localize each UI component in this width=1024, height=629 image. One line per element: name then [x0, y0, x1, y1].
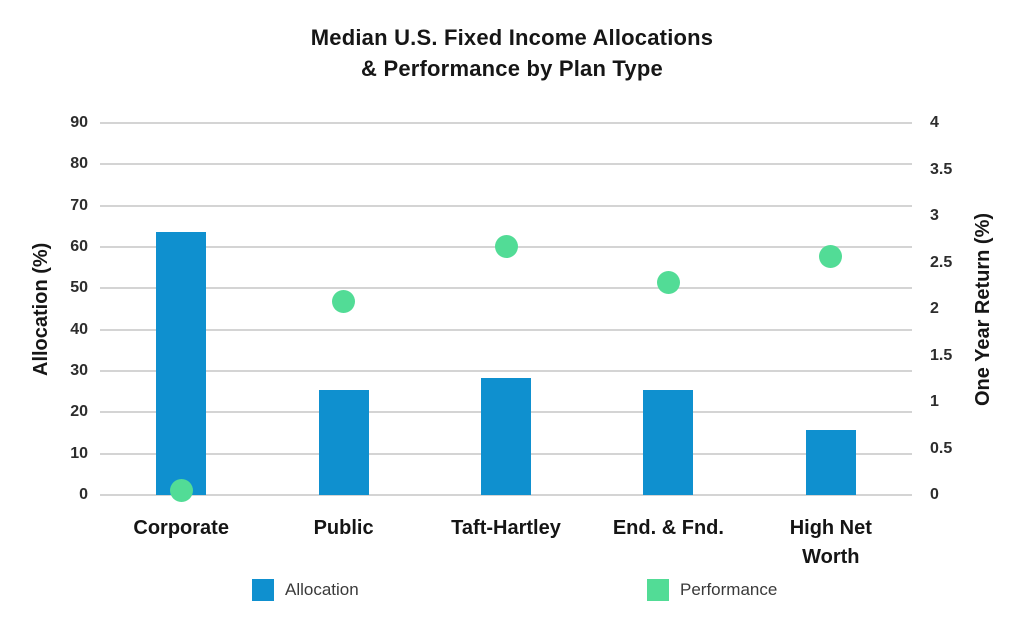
dot-corporate [169, 478, 193, 502]
gridline-30 [100, 370, 912, 372]
category-label-corporate: Corporate [133, 517, 229, 539]
right-axis-tick-2-5: 2.5 [930, 253, 953, 271]
left-axis-tick-60: 60 [70, 238, 88, 255]
right-axis-tick-0: 0 [930, 486, 939, 503]
legend-item-allocation: Allocation [252, 578, 359, 601]
gridline-40 [100, 328, 912, 331]
right-axis-tick-3-5: 3.5 [930, 160, 953, 178]
left-axis-tick-90: 90 [70, 114, 88, 131]
legend-item-performance: Performance [647, 578, 777, 601]
chart-title-line2: & Performance by Plan Type [361, 56, 663, 81]
category-label-high-net-worth: High Net Worth [789, 517, 872, 568]
legend-swatch-performance [647, 578, 669, 601]
legend-label-allocation: Allocation [285, 579, 359, 599]
bar-end-fnd- [643, 390, 694, 495]
left-axis-tick-50: 50 [70, 279, 88, 297]
gridline-50 [100, 287, 912, 290]
gridline-80 [100, 163, 912, 166]
chart-title-line1: Median U.S. Fixed Income Allocations [310, 25, 714, 50]
gridline-0 [100, 494, 912, 496]
gridline-70 [100, 204, 912, 207]
left-axis-title: Allocation (%) [30, 242, 52, 376]
right-axis-tick-4: 4 [930, 114, 939, 131]
bar-high-net-worth [805, 430, 856, 495]
right-axis-tick-1-5: 1.5 [930, 346, 953, 364]
category-label-taft-hartley: Taft-Hartley [451, 517, 561, 539]
left-axis-tick-40: 40 [70, 320, 88, 338]
dot-public [332, 290, 356, 314]
chart-title: Median U.S. Fixed Income Allocations & P… [0, 22, 1024, 84]
left-axis-tick-0: 0 [79, 486, 88, 503]
legend-swatch-allocation [252, 578, 274, 601]
left-axis-tick-10: 10 [70, 444, 88, 462]
legend-label-performance: Performance [680, 579, 778, 599]
gridline-90 [100, 122, 912, 124]
dot-high-net-worth [819, 245, 843, 269]
bar-corporate [156, 232, 207, 495]
left-axis-tick-80: 80 [70, 155, 88, 173]
right-axis-tick-2: 2 [930, 300, 939, 317]
category-label-public: Public [313, 517, 374, 539]
left-axis-tick-30: 30 [70, 362, 88, 379]
left-axis-tick-70: 70 [70, 196, 88, 214]
right-axis-tick-0-5: 0.5 [930, 439, 953, 457]
dot-end-fnd- [656, 271, 680, 295]
left-axis-tick-20: 20 [70, 403, 88, 421]
right-axis-tick-1: 1 [930, 393, 939, 410]
dot-taft-hartley [494, 235, 518, 259]
bar-taft-hartley [481, 377, 531, 495]
right-axis-tick-3: 3 [930, 207, 939, 224]
category-label-end-fnd-: End. & Fnd. [612, 517, 724, 539]
bar-public [318, 390, 369, 495]
